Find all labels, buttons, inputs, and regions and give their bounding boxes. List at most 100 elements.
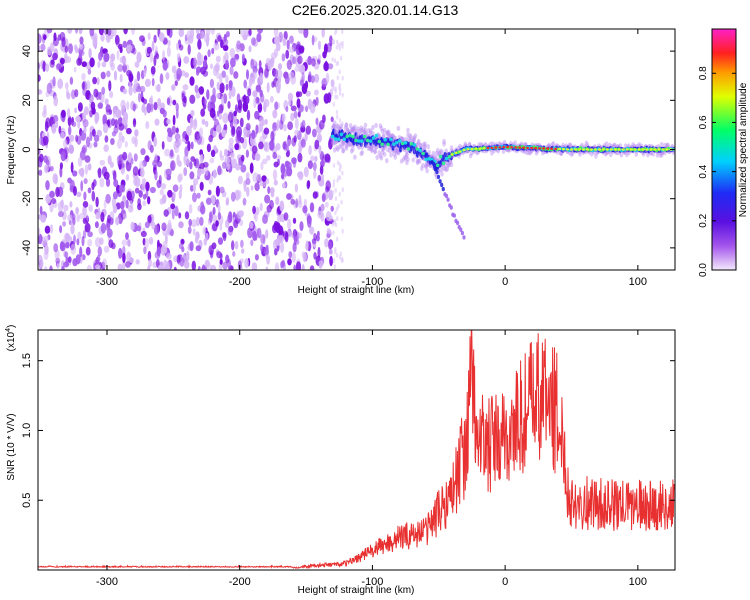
noise-blob — [171, 65, 177, 74]
noise-blob — [262, 181, 267, 188]
signal-halo — [392, 135, 397, 141]
noise-blob — [282, 182, 286, 189]
noise-blob — [276, 35, 281, 43]
noise-blob — [65, 82, 69, 90]
noise-blob — [312, 128, 317, 138]
noise-blob — [41, 239, 48, 246]
signal-halo — [418, 142, 423, 149]
signal-halo — [603, 151, 608, 157]
noise-blob — [88, 48, 92, 59]
noise-blob — [209, 211, 213, 223]
signal-halo — [331, 123, 336, 129]
noise-blob — [91, 190, 96, 202]
noise-blob — [314, 89, 319, 96]
noise-blob — [184, 211, 190, 220]
noise-blob — [174, 205, 179, 217]
noise-blob — [261, 175, 267, 183]
noise-blob — [44, 244, 49, 255]
noise-blob — [92, 128, 96, 137]
signal-halo — [443, 166, 447, 172]
signal-halo — [609, 151, 613, 158]
noise-blob — [246, 109, 251, 121]
noise-blob — [46, 82, 53, 94]
noise-blob — [288, 251, 293, 259]
branch-blob — [462, 235, 466, 240]
noise-blob — [246, 186, 250, 197]
noise-blob — [192, 192, 197, 203]
noise-blob — [76, 214, 80, 223]
signal-max — [597, 148, 602, 151]
noise-blob — [318, 260, 324, 267]
signal-halo — [446, 162, 451, 168]
noise-blob — [138, 92, 141, 103]
branch-blob — [444, 193, 449, 199]
noise-blob — [187, 44, 191, 55]
noise-blob — [338, 91, 342, 96]
signal-halo — [377, 133, 382, 140]
noise-blob — [38, 169, 43, 176]
noise-blob — [246, 69, 249, 80]
noise-blob — [205, 197, 212, 205]
signal-halo — [651, 151, 655, 157]
noise-blob — [153, 224, 160, 235]
noise-blob — [227, 100, 231, 109]
noise-blob — [329, 35, 333, 44]
noise-blob — [273, 29, 279, 37]
noise-blob — [147, 196, 151, 205]
noise-blob — [86, 80, 91, 90]
noise-blob — [104, 98, 109, 106]
noise-blob — [59, 225, 63, 234]
signal-halo — [348, 123, 353, 129]
signal-halo — [344, 143, 349, 149]
noise-blob — [217, 203, 221, 214]
noise-blob — [211, 194, 216, 205]
signal-max — [514, 146, 518, 149]
signal-max — [617, 148, 621, 151]
noise-blob — [274, 248, 278, 256]
signal-max — [466, 148, 470, 151]
signal-max — [486, 146, 490, 150]
signal-halo — [422, 141, 426, 147]
noise-blob — [201, 264, 206, 270]
noise-blob — [63, 204, 69, 212]
noise-blob — [125, 174, 130, 181]
noise-blob — [117, 64, 124, 72]
spectrogram-ylabel: Frequency (Hz) — [6, 116, 17, 185]
noise-blob — [110, 118, 116, 127]
noise-blob — [265, 57, 272, 66]
noise-blob — [40, 43, 46, 52]
colorbar-tick-label: 0.2 — [698, 213, 709, 227]
noise-blob — [293, 264, 297, 270]
noise-blob — [216, 251, 222, 259]
noise-blob — [127, 44, 133, 53]
signal-max — [538, 147, 542, 150]
noise-blob — [122, 88, 128, 95]
noise-blob — [115, 109, 122, 119]
noise-blob — [55, 186, 60, 198]
noise-blob — [52, 52, 58, 61]
noise-blob — [84, 164, 89, 175]
noise-blob — [310, 75, 315, 84]
noise-blob — [215, 220, 219, 227]
noise-blob — [81, 235, 85, 247]
noise-blob — [243, 94, 247, 103]
signal-halo — [567, 142, 572, 148]
noise-blob — [194, 84, 199, 94]
signal-max — [569, 148, 574, 151]
signal-halo — [412, 135, 417, 141]
spectrogram-xtick-label: -300 — [96, 276, 118, 288]
noise-blob — [95, 264, 101, 270]
noise-blob — [280, 242, 285, 254]
signal-halo — [381, 146, 386, 152]
snr-xlabel: Height of straight line (km) — [298, 585, 415, 596]
noise-blob — [285, 106, 289, 113]
noise-blob — [105, 177, 111, 187]
noise-blob — [270, 56, 275, 65]
noise-blob — [281, 53, 286, 62]
noise-blob — [259, 89, 263, 98]
noise-blob — [56, 262, 60, 269]
noise-blob — [272, 169, 278, 181]
signal-halo — [344, 122, 349, 128]
noise-blob — [170, 161, 174, 171]
colorbar-tick-label: 0.8 — [698, 66, 709, 80]
